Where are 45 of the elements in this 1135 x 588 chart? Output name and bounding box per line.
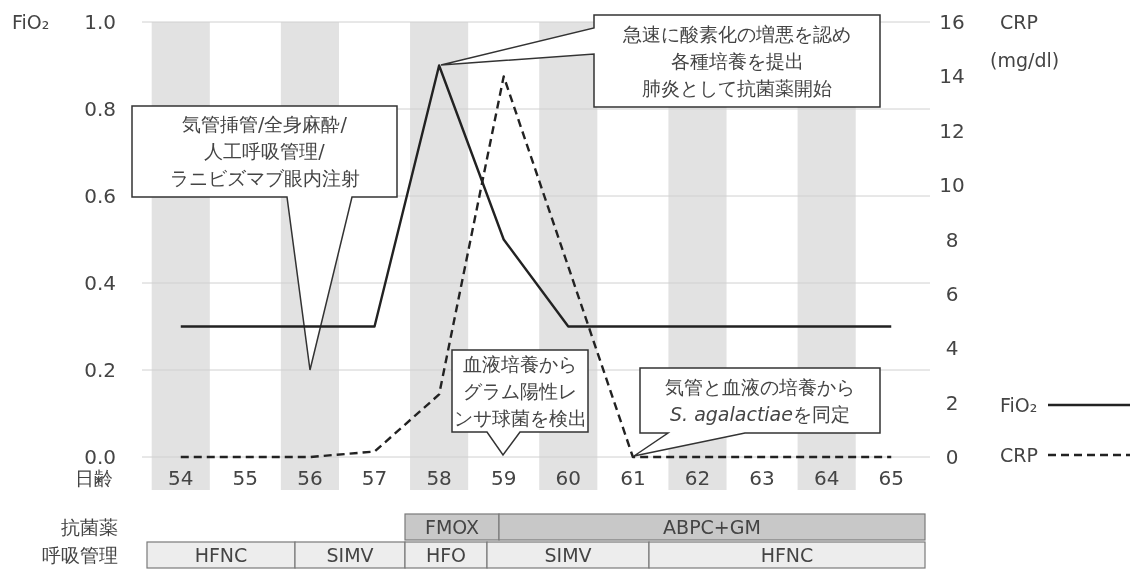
x-tick-label: 59 <box>490 466 517 490</box>
annotation: 急速に酸素化の増悪を認め各種培養を提出肺炎として抗菌薬開始 <box>622 22 851 99</box>
text: HFNC <box>760 543 814 566</box>
text: SIMV <box>326 543 374 566</box>
x-tick-label: 60 <box>555 466 582 490</box>
text: HFO <box>425 543 467 566</box>
y-tick-label: 0.8 <box>84 97 116 121</box>
y2-tick-label: 10 <box>939 173 965 198</box>
text: 抗菌薬 <box>61 515 118 538</box>
x-tick-label: 57 <box>361 466 388 490</box>
text: FMOX <box>424 515 480 538</box>
x-tick-label: 56 <box>297 466 323 490</box>
x-tick-label: 58 <box>426 466 452 490</box>
x-tick-label: 61 <box>620 466 646 490</box>
y2-tick-label: 12 <box>939 118 965 143</box>
x-axis-title: 日齢 <box>75 466 113 489</box>
y-tick-label: 0.4 <box>84 271 116 295</box>
y2-tick-label: 2 <box>945 390 959 415</box>
y-tick-label: 0.6 <box>84 184 116 208</box>
y-tick-label: 0.2 <box>84 358 116 382</box>
text: HFNC <box>194 543 248 566</box>
y2-tick-label: 8 <box>945 227 959 252</box>
x-tick-label: 63 <box>749 466 775 490</box>
legend-label: CRP <box>1000 443 1038 466</box>
y2-tick-label: 16 <box>939 10 965 34</box>
x-tick-label: 65 <box>878 466 904 490</box>
legend-label: FiO₂ <box>1000 393 1038 416</box>
text: SIMV <box>544 543 592 566</box>
annotation: 血液培養からグラム陽性レンサ球菌を検出 <box>453 352 587 429</box>
text: 呼吸管理 <box>42 543 118 566</box>
text: ABPC+GM <box>663 515 761 538</box>
y-tick-label: 0.0 <box>84 445 116 469</box>
y2-axis-title: CRP (mg/dl) <box>990 10 1060 71</box>
y-tick-label: 1.0 <box>84 10 116 34</box>
y2-tick-label: 14 <box>939 64 965 89</box>
annotation: 気管と血液の培養からS. agalactiaeを同定 <box>665 375 855 425</box>
x-tick-label: 64 <box>813 466 840 490</box>
x-tick-label: 54 <box>168 466 194 490</box>
y-axis-title: FiO₂ <box>12 10 50 33</box>
x-tick-label: 55 <box>232 466 259 490</box>
y2-tick-label: 4 <box>945 336 959 361</box>
annotation: 気管挿管/全身麻酔/人工呼吸管理/ラニビズマブ眼内注射 <box>169 113 360 190</box>
y2-tick-label: 6 <box>945 281 959 306</box>
x-tick-label: 62 <box>684 466 711 490</box>
y2-tick-label: 0 <box>945 445 959 469</box>
